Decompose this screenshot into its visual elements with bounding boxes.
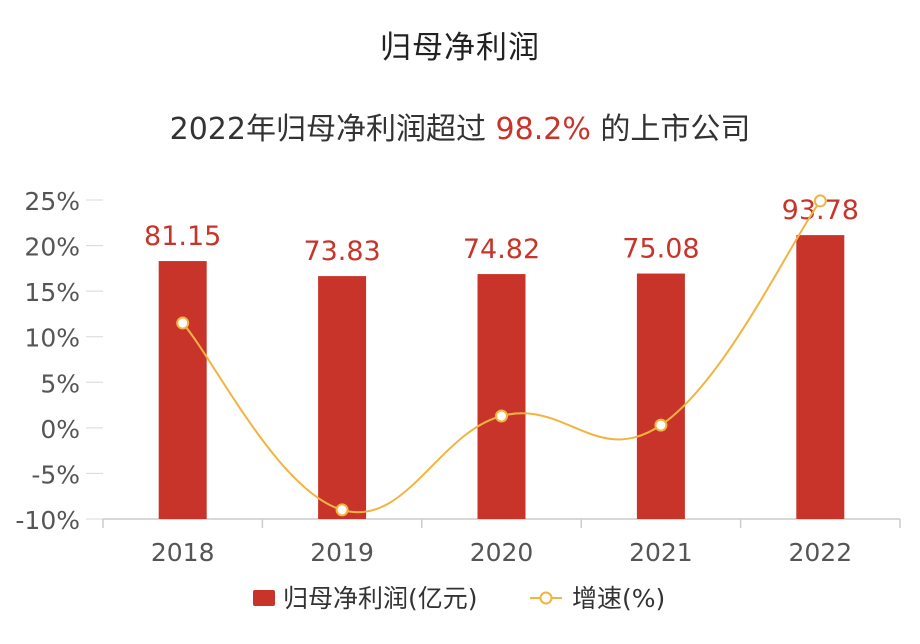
bar-value-label: 73.83 xyxy=(303,236,380,267)
growth-point-2021 xyxy=(654,418,668,432)
bar-2018 xyxy=(158,261,207,519)
bar-2021 xyxy=(636,273,685,519)
y-tick-label: 15% xyxy=(24,278,80,307)
x-tick-label: 2019 xyxy=(310,538,374,567)
y-tick-label: -5% xyxy=(31,460,80,489)
legend-bar-swatch xyxy=(253,590,275,606)
y-tick-label: 20% xyxy=(24,233,80,262)
bar-value-label: 75.08 xyxy=(622,234,699,265)
y-tick-label: 25% xyxy=(24,187,80,216)
growth-point-2018 xyxy=(176,316,190,330)
bar-2019 xyxy=(318,276,367,519)
x-tick-label: 2022 xyxy=(788,538,852,567)
subtitle-highlight: 98.2% xyxy=(495,112,591,147)
legend-line-marker xyxy=(539,591,553,605)
x-tick-label: 2018 xyxy=(151,538,215,567)
growth-point-2019 xyxy=(335,503,349,517)
y-tick-label: 5% xyxy=(40,369,80,398)
bar-value-label: 74.82 xyxy=(463,234,540,265)
legend-bar-label: 归母净利润(亿元) xyxy=(283,584,478,613)
x-tick-label: 2021 xyxy=(629,538,693,567)
legend-line-label: 增速(%) xyxy=(572,584,665,613)
bar-value-label: 81.15 xyxy=(144,221,221,252)
y-tick-label: 0% xyxy=(40,415,80,444)
chart-title: 归母净利润 xyxy=(380,30,540,66)
growth-point-2020 xyxy=(495,409,508,423)
bar-2022 xyxy=(796,235,845,519)
subtitle-suffix: 的上市公司 xyxy=(590,112,751,147)
y-tick-label: 10% xyxy=(24,324,80,353)
chart-subtitle: 2022年归母净利润超过 98.2% 的上市公司 xyxy=(0,104,920,148)
y-tick-label: -10% xyxy=(15,506,80,535)
growth-point-2022 xyxy=(813,194,827,208)
x-tick-label: 2020 xyxy=(470,538,534,567)
subtitle-prefix: 2022年归母净利润超过 xyxy=(169,112,496,147)
bar-2020 xyxy=(477,274,526,519)
